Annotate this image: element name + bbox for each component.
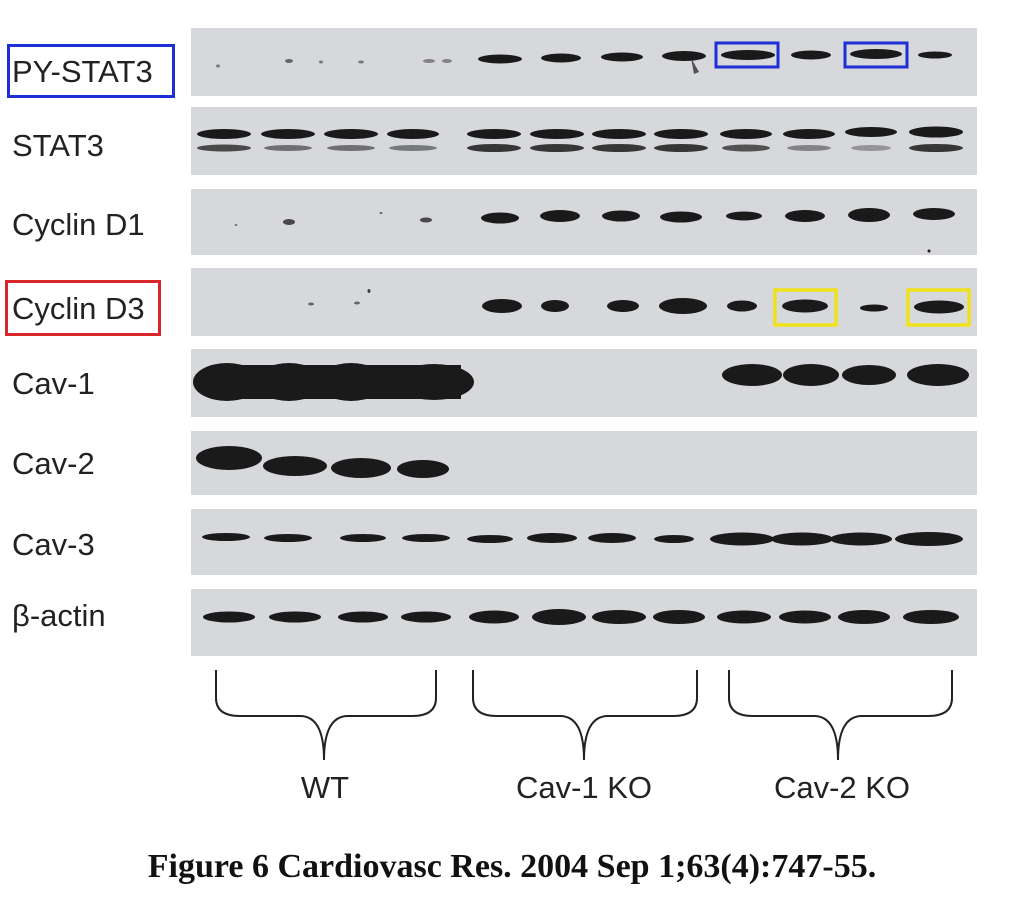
figure-caption: Figure 6 Cardiovasc Res. 2004 Sep 1;63(4… (147, 848, 877, 885)
label-cav-2: Cav-2 (12, 446, 95, 481)
label-py-stat3: PY-STAT3 (12, 54, 153, 89)
blot-cav-3 (191, 509, 977, 575)
label-cyclin-d1: Cyclin D1 (12, 207, 145, 242)
py-stat3-highlight-box (7, 44, 175, 98)
label-stat3: STAT3 (12, 128, 104, 163)
label-cav-1: Cav-1 (12, 366, 95, 401)
blot-cyclin-d1 (191, 189, 977, 255)
blot-py-stat3 (191, 28, 977, 96)
brace-cav1-ko (472, 670, 698, 761)
label-beta-actin: β-actin (12, 598, 106, 633)
label-cav-3: Cav-3 (12, 527, 95, 562)
brace-wt (215, 670, 437, 761)
blot-cav-1 (191, 349, 977, 417)
label-cyclin-d3: Cyclin D3 (12, 291, 145, 326)
cyclin-d3-highlight-box (5, 280, 161, 336)
group-label-cav2-ko: Cav-2 KO (773, 770, 911, 805)
group-label-wt: WT (300, 770, 350, 805)
blot-beta-actin (191, 589, 977, 656)
blot-stat3 (191, 107, 977, 175)
blot-cyclin-d3 (191, 268, 977, 336)
brace-cav2-ko (728, 670, 953, 761)
group-label-cav1-ko: Cav-1 KO (515, 770, 653, 805)
blot-cav-2 (191, 431, 977, 495)
group-braces (215, 670, 953, 761)
